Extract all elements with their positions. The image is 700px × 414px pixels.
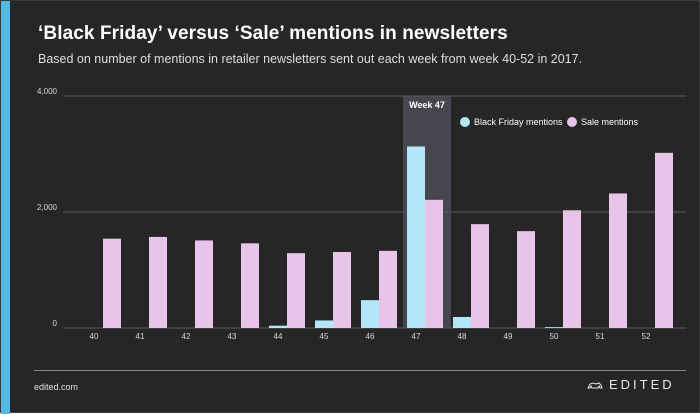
bar-sale bbox=[103, 238, 121, 328]
bar-black-friday bbox=[315, 320, 333, 328]
chart-subtitle: Based on number of mentions in retailer … bbox=[38, 52, 583, 66]
bar-black-friday bbox=[545, 327, 563, 328]
y-tick-label: 0 bbox=[53, 319, 58, 328]
x-tick-label: 52 bbox=[642, 332, 651, 341]
x-tick-label: 48 bbox=[458, 332, 467, 341]
x-tick-label: 45 bbox=[320, 332, 329, 341]
bar-sale bbox=[471, 224, 489, 328]
source-link[interactable]: edited.com bbox=[34, 382, 79, 392]
legend-label-black-friday: Black Friday mentions bbox=[474, 117, 563, 127]
bar-sale bbox=[517, 231, 535, 328]
footer-divider bbox=[34, 370, 686, 371]
x-tick-label: 50 bbox=[550, 332, 559, 341]
accent-bar bbox=[1, 1, 10, 414]
legend-label-sale: Sale mentions bbox=[581, 117, 639, 127]
bar-sale bbox=[287, 253, 305, 328]
bar-sale bbox=[241, 243, 259, 328]
legend-swatch-black-friday bbox=[460, 117, 470, 127]
x-tick-label: 47 bbox=[412, 332, 421, 341]
x-tick-label: 49 bbox=[504, 332, 513, 341]
bar-sale bbox=[425, 199, 443, 328]
x-tick-label: 42 bbox=[182, 332, 191, 341]
bar-sale bbox=[379, 250, 397, 328]
bear-icon bbox=[587, 381, 603, 388]
brand-logo: EDITED bbox=[587, 377, 675, 392]
legend-swatch-sale bbox=[567, 117, 577, 127]
bar-sale bbox=[149, 236, 167, 328]
bar-black-friday bbox=[269, 325, 287, 328]
bar-sale bbox=[563, 210, 581, 328]
y-tick-label: 4,000 bbox=[37, 87, 58, 96]
chart-title: ‘Black Friday’ versus ‘Sale’ mentions in… bbox=[38, 23, 508, 44]
x-tick-label: 41 bbox=[136, 332, 145, 341]
bar-black-friday bbox=[361, 300, 379, 328]
bar-sale bbox=[655, 152, 673, 328]
y-tick-label: 2,000 bbox=[37, 203, 58, 212]
bar-sale bbox=[609, 193, 627, 328]
x-tick-label: 40 bbox=[90, 332, 99, 341]
bar-black-friday bbox=[407, 146, 425, 328]
bar-sale bbox=[195, 240, 213, 328]
x-tick-label: 44 bbox=[274, 332, 283, 341]
x-tick-label: 51 bbox=[596, 332, 605, 341]
x-tick-label: 43 bbox=[228, 332, 237, 341]
highlight-label: Week 47 bbox=[409, 100, 445, 110]
brand-name: EDITED bbox=[609, 377, 675, 392]
x-tick-label: 46 bbox=[366, 332, 375, 341]
bar-sale bbox=[333, 252, 351, 328]
bar-black-friday bbox=[453, 316, 471, 328]
